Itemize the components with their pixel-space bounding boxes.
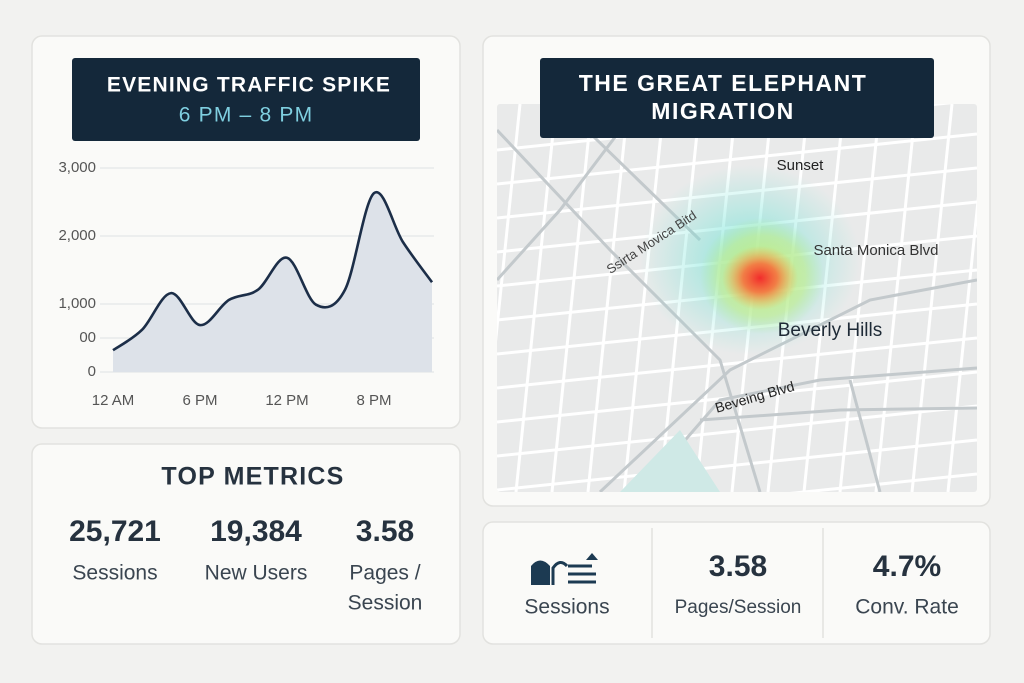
map-label: Beverly Hills [778, 320, 883, 341]
map [497, 104, 977, 492]
summary-panel [482, 521, 991, 645]
metric-label: Pages / [349, 562, 420, 585]
metric-value: 19,384 [210, 515, 302, 548]
map-title: MIGRATION [651, 98, 794, 124]
metrics-panel [31, 443, 461, 645]
metric-label: Session [348, 592, 423, 615]
map-title-box [540, 58, 934, 138]
metrics-title: TOP METRICS [161, 463, 344, 491]
line [112, 190, 434, 352]
metric-value: 3.58 [356, 515, 414, 548]
y-tick-label: 00 [79, 329, 96, 346]
sessions-icon [531, 553, 598, 585]
x-tick-label: 12 PM [265, 392, 308, 409]
y-tick-label: 0 [88, 363, 96, 380]
chart-subtitle: 6 PM – 8 PM [179, 104, 314, 127]
summary-label: Conv. Rate [855, 596, 959, 619]
x-tick-label: 6 PM [182, 392, 217, 409]
x-tick-label: 8 PM [356, 392, 391, 409]
title-box [72, 58, 420, 141]
x-tick-label: 12 AM [92, 392, 135, 409]
summary-label: Pages/Session [675, 597, 802, 618]
map-title: THE GREAT ELEPHANT [579, 70, 868, 96]
summary-value: 3.58 [709, 550, 767, 583]
area [113, 192, 432, 372]
y-tick-label: 3,000 [58, 159, 96, 176]
summary-label: Sessions [524, 596, 609, 619]
map-label: Santa Monica Blvd [813, 242, 938, 259]
map-label: Sunset [777, 157, 825, 174]
chart-title: EVENING TRAFFIC SPIKE [107, 74, 391, 97]
metric-value: 25,721 [69, 515, 161, 548]
metric-label: New Users [205, 562, 308, 585]
metric-label: Sessions [72, 562, 157, 585]
y-tick-label: 2,000 [58, 227, 96, 244]
y-tick-label: 1,000 [58, 295, 96, 312]
summary-value: 4.7% [873, 550, 941, 583]
